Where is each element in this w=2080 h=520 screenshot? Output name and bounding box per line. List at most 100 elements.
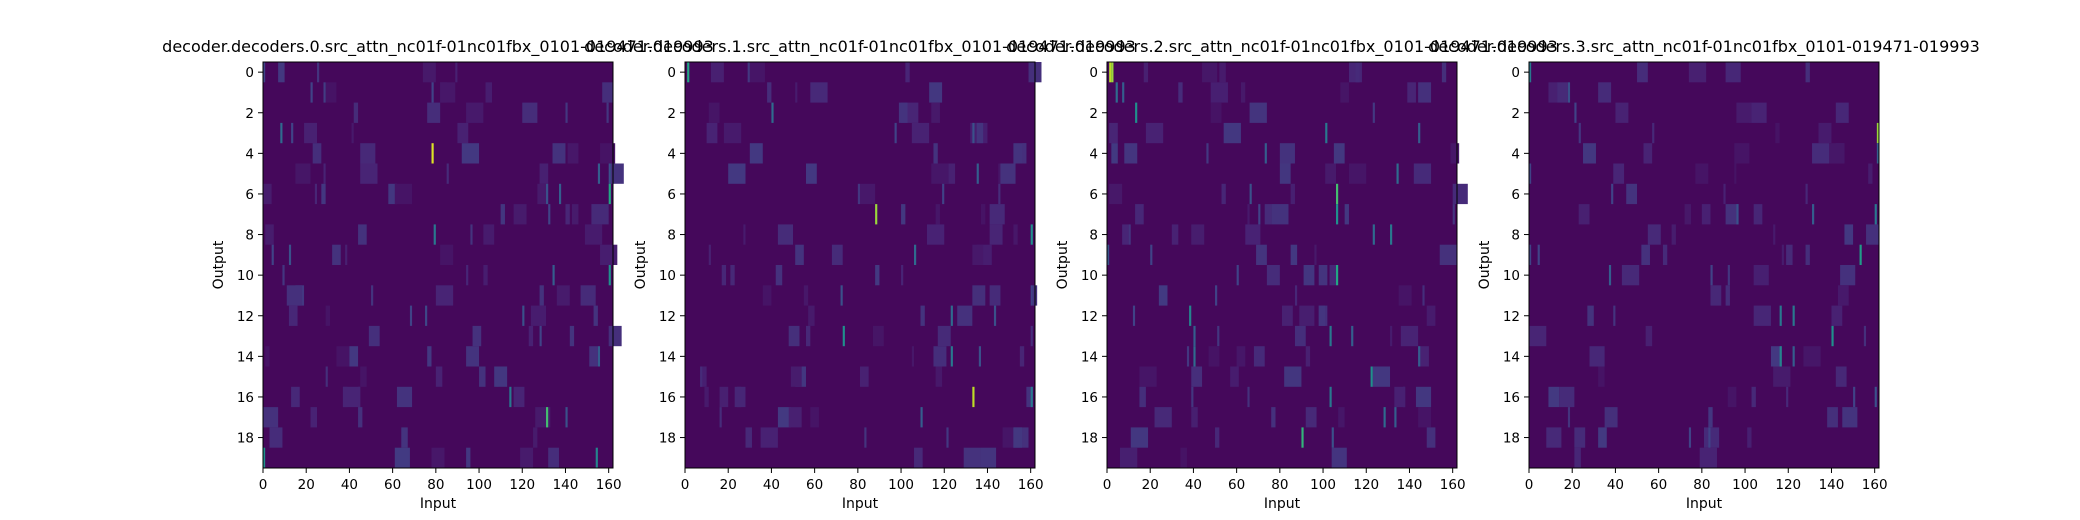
heatmap-panel-3: 0 20 40 60 80 100 120 140 160 0 2 4 6 8 10 12 14 16 18 Inpu… bbox=[1428, 37, 1980, 512]
heatmap-cell bbox=[1109, 122, 1118, 144]
heatmap-cell bbox=[472, 325, 482, 347]
heatmap-cell bbox=[1282, 305, 1293, 326]
heatmap-cell bbox=[1279, 143, 1295, 164]
heatmap-cell bbox=[860, 183, 876, 205]
heatmap-cell bbox=[1013, 224, 1018, 245]
y-tick-label: 12 bbox=[659, 309, 676, 325]
heatmap-cell bbox=[805, 163, 817, 184]
heatmap-cell bbox=[1119, 447, 1138, 468]
heatmap-cell bbox=[358, 407, 363, 428]
heatmap-cell bbox=[795, 244, 804, 265]
heatmap-cell bbox=[314, 183, 318, 205]
heatmap-cell bbox=[805, 325, 811, 347]
x-tick-label: 120 bbox=[509, 477, 535, 493]
heatmap-cell bbox=[933, 143, 938, 164]
heatmap-peak-cell bbox=[920, 407, 923, 428]
heatmap-cell bbox=[1372, 102, 1375, 123]
heatmap-cell bbox=[1266, 265, 1280, 286]
heatmap-cell bbox=[1701, 204, 1711, 225]
heatmap-cell bbox=[485, 82, 493, 103]
heatmap-cell bbox=[1294, 285, 1298, 306]
y-tick-label: 6 bbox=[667, 187, 676, 203]
heatmap-cell bbox=[1641, 244, 1650, 265]
heatmap-cell bbox=[282, 265, 285, 286]
heatmap-peak-cell bbox=[1249, 183, 1252, 205]
heatmap-cell bbox=[1407, 82, 1416, 103]
x-tick-label: 0 bbox=[1103, 477, 1112, 493]
heatmap-cell bbox=[310, 407, 318, 428]
heatmap-peak-cell bbox=[1574, 102, 1577, 123]
heatmap-peak-cell bbox=[1608, 265, 1612, 286]
y-axis-label: Output bbox=[633, 240, 649, 289]
heatmap-peak-cell bbox=[263, 447, 266, 468]
heatmap-cell bbox=[368, 325, 380, 347]
heatmap-cell bbox=[1751, 386, 1756, 408]
heatmap-cell bbox=[905, 62, 910, 83]
heatmap-cell bbox=[933, 346, 947, 367]
heatmap-cell bbox=[1247, 204, 1250, 225]
heatmap-peak-cell bbox=[1193, 346, 1196, 367]
heatmap-cell bbox=[775, 265, 783, 286]
heatmap-cell bbox=[1842, 407, 1858, 428]
x-tick-label: 40 bbox=[341, 477, 358, 493]
heatmap-peak-cell bbox=[1736, 204, 1739, 225]
heatmap-cell bbox=[455, 62, 458, 83]
heatmap-peak-cell bbox=[1370, 366, 1373, 387]
x-tick-label: 80 bbox=[1693, 477, 1710, 493]
heatmap-cell bbox=[911, 346, 915, 367]
heatmap-cell bbox=[351, 122, 354, 144]
heatmap-cell bbox=[1559, 386, 1575, 408]
heatmap-cell bbox=[1827, 407, 1838, 428]
heatmap-cell bbox=[513, 386, 525, 408]
x-tick-label: 160 bbox=[596, 477, 622, 493]
heatmap-peak-cell bbox=[1336, 183, 1339, 205]
heatmap-peak-cell bbox=[1418, 346, 1421, 367]
heatmap-cell bbox=[972, 285, 986, 306]
heatmap-cell bbox=[427, 346, 432, 367]
heatmap-peak-cell bbox=[509, 386, 512, 408]
heatmap-cell bbox=[1139, 366, 1157, 387]
heatmap-peak-cell bbox=[1529, 244, 1532, 265]
heatmap-cell bbox=[1145, 122, 1164, 144]
heatmap-cell bbox=[857, 183, 860, 205]
heatmap-cell bbox=[719, 386, 729, 408]
heatmap-cell bbox=[286, 285, 302, 306]
y-tick-label: 8 bbox=[667, 228, 676, 244]
heatmap-cell bbox=[591, 204, 609, 225]
heatmap-cell bbox=[312, 143, 322, 164]
heatmap-cell bbox=[1303, 265, 1315, 286]
heatmap-cell bbox=[401, 427, 408, 448]
heatmap-cell bbox=[539, 285, 544, 306]
heatmap-cell bbox=[1598, 427, 1607, 448]
heatmap-cell bbox=[332, 244, 341, 265]
heatmap-cell bbox=[1299, 305, 1315, 326]
heatmap-peak-cell bbox=[546, 183, 549, 205]
y-tick-label: 8 bbox=[1089, 228, 1098, 244]
heatmap-cell bbox=[1413, 163, 1432, 184]
heatmap-peak-cell bbox=[1779, 346, 1782, 367]
heatmap-cell bbox=[976, 122, 984, 144]
heatmap-peak-cell bbox=[1876, 143, 1879, 164]
heatmap-cell bbox=[1699, 447, 1717, 468]
x-tick-label: 120 bbox=[931, 477, 957, 493]
heatmap-cell bbox=[1124, 143, 1138, 164]
heatmap-cell bbox=[723, 122, 742, 144]
heatmap-cell bbox=[388, 183, 397, 205]
x-tick-label: 0 bbox=[1525, 477, 1534, 493]
heatmap-cell bbox=[1695, 163, 1709, 184]
heatmap-peak-cell bbox=[1611, 183, 1614, 205]
heatmap-peak-cell bbox=[1189, 305, 1192, 326]
heatmap-cell bbox=[1415, 386, 1432, 408]
heatmap-cell bbox=[1215, 427, 1220, 448]
heatmap-cell bbox=[963, 447, 981, 468]
heatmap-cell bbox=[1154, 407, 1172, 428]
heatmap-peak-cell bbox=[597, 346, 601, 367]
heatmap-cell bbox=[602, 82, 613, 103]
heatmap-cell bbox=[1578, 204, 1590, 225]
heatmap-cell bbox=[1305, 346, 1311, 367]
heatmap-peak-cell bbox=[1529, 163, 1532, 184]
heatmap-cell bbox=[500, 204, 505, 225]
heatmap-peak-cell bbox=[1030, 386, 1033, 408]
heatmap-cell bbox=[1645, 325, 1653, 347]
x-tick-label: 120 bbox=[1775, 477, 1801, 493]
